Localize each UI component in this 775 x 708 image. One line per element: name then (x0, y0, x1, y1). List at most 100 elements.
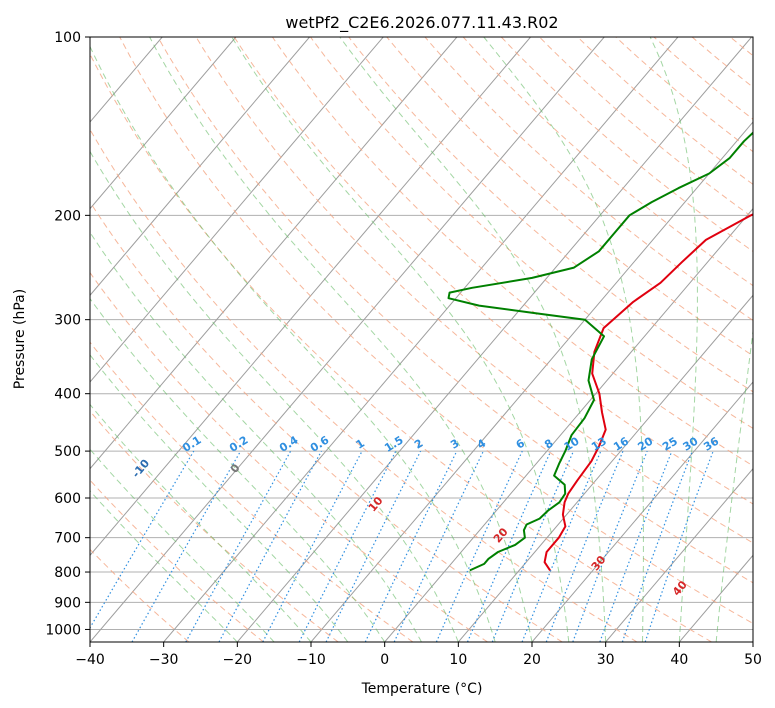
isotherm-line (457, 294, 753, 642)
x-axis-label: Temperature (°C) (361, 681, 483, 697)
moist-adiabat-line (90, 231, 422, 642)
plot-frame (89, 36, 754, 643)
dewpoint-profile-line (447, 131, 753, 572)
isotherm-line (310, 121, 753, 642)
y-tick-label: 1000 (45, 622, 81, 638)
dry-adiabat-line (500, 37, 753, 252)
mixing-ratio-line (644, 450, 714, 642)
plot-data-series (447, 131, 753, 572)
dry-adiabat-line (691, 37, 753, 88)
y-tick-label: 700 (54, 531, 81, 547)
mixing-ratio-line (599, 450, 673, 642)
dry-adiabat-line (615, 37, 753, 153)
mixing-ratio-line (90, 450, 195, 629)
x-tick-label: −40 (75, 652, 105, 668)
dry-adiabat-line (90, 410, 339, 642)
dry-adiabat-line (90, 53, 712, 642)
dry-adiabat-line (310, 37, 753, 429)
dry-adiabat-line (195, 37, 753, 544)
dry-adiabat-line (233, 37, 753, 505)
mixing-ratio-label: 0.1 (180, 433, 203, 454)
dry-adiabat-line (90, 548, 190, 642)
dry-adiabat-line (119, 37, 753, 625)
dry-adiabat-line (90, 201, 563, 642)
x-tick-label: −20 (223, 652, 253, 668)
x-tick-label: −30 (149, 652, 179, 668)
moist-adiabat-line (90, 150, 459, 642)
isotherm-line (90, 37, 531, 557)
dry-adiabat-line (90, 341, 414, 642)
x-tick-label: 30 (597, 652, 615, 668)
dry-adiabat-line (90, 271, 488, 642)
isotherm-line (90, 37, 310, 297)
moist-adiabat-line (90, 354, 349, 642)
isotherm-line (384, 207, 753, 642)
plot-background-lines (90, 37, 775, 642)
mixing-ratio-label: 0.6 (308, 433, 332, 455)
moist-adiabat-line (483, 37, 644, 642)
isotherm-line (678, 554, 753, 642)
dry-adiabat-line (271, 37, 753, 467)
isotherm-line (236, 37, 752, 642)
x-tick-label: 10 (449, 652, 467, 668)
isotherm-line (752, 641, 753, 642)
mixing-ratio-label: 3 (448, 437, 461, 452)
y-axis-label: Pressure (hPa) (12, 289, 28, 389)
moist-adiabat-line (90, 490, 238, 642)
x-axis: −40 −30 −20 −10 0 10 20 30 40 50 (75, 642, 762, 668)
x-tick-label: 0 (380, 652, 389, 668)
dry-adiabat-label: -20 (29, 411, 52, 435)
x-tick-label: 50 (744, 652, 762, 668)
moist-adiabat-line (90, 297, 386, 642)
dry-adiabat-line (90, 128, 638, 642)
moist-adiabat-line (715, 327, 753, 642)
moist-adiabat-line (90, 45, 496, 642)
moist-adiabat-line (149, 37, 533, 642)
mixing-ratio-line (621, 450, 693, 642)
mixing-ratio-line (262, 450, 363, 642)
isotherm-line (90, 37, 458, 470)
moist-adiabat-line (339, 37, 607, 642)
x-tick-label: −10 (296, 652, 326, 668)
chart-title: wetPf2_C2E6.2026.077.11.43.R02 (285, 13, 558, 33)
mixing-ratio-line (185, 450, 292, 642)
mixing-ratio-line (218, 450, 323, 642)
y-tick-label: 200 (54, 208, 81, 224)
y-tick-label: 500 (54, 444, 81, 460)
moist-adiabat-line (90, 403, 312, 642)
mixing-ratio-label: 2 (412, 437, 425, 452)
dry-adiabat-line (157, 37, 753, 584)
mixing-ratio-line (131, 450, 242, 642)
isotherm-line (90, 37, 605, 642)
y-tick-label: 400 (54, 387, 81, 403)
mixing-ratio-line (325, 450, 422, 642)
mixing-ratio-label: 8 (542, 437, 555, 452)
mixing-ratio-line (298, 450, 397, 642)
moist-adiabat-label: 20 (491, 525, 511, 545)
dry-adiabat-line (90, 479, 264, 642)
dry-adiabat-line (539, 37, 753, 219)
dry-adiabat-line (653, 37, 753, 120)
y-tick-label: 600 (54, 491, 81, 507)
isotherm-line (90, 37, 384, 383)
isotherm-line (90, 37, 237, 210)
moist-adiabat-line (231, 37, 570, 642)
x-tick-label: 40 (670, 652, 688, 668)
isotherm-line (163, 37, 679, 642)
mixing-ratio-line (393, 450, 484, 642)
moist-adiabat-label: 40 (670, 578, 690, 598)
dry-adiabat-line (462, 37, 753, 287)
isotherm-line (531, 381, 753, 642)
mixing-ratio-label: 4 (475, 436, 489, 451)
dry-adiabat-line (768, 37, 775, 642)
mixing-ratio-line (364, 450, 458, 642)
moist-adiabat-label: 10 (366, 494, 386, 514)
y-tick-label: 300 (54, 313, 81, 329)
y-axis: 100 200 300 400 500 600 700 800 900 1000 (45, 30, 90, 638)
y-tick-label: 900 (54, 595, 81, 611)
dry-adiabat-line (348, 37, 753, 393)
mixing-ratio-line (466, 450, 552, 642)
moist-adiabat-line (649, 37, 698, 642)
y-tick-label: 100 (54, 30, 81, 46)
